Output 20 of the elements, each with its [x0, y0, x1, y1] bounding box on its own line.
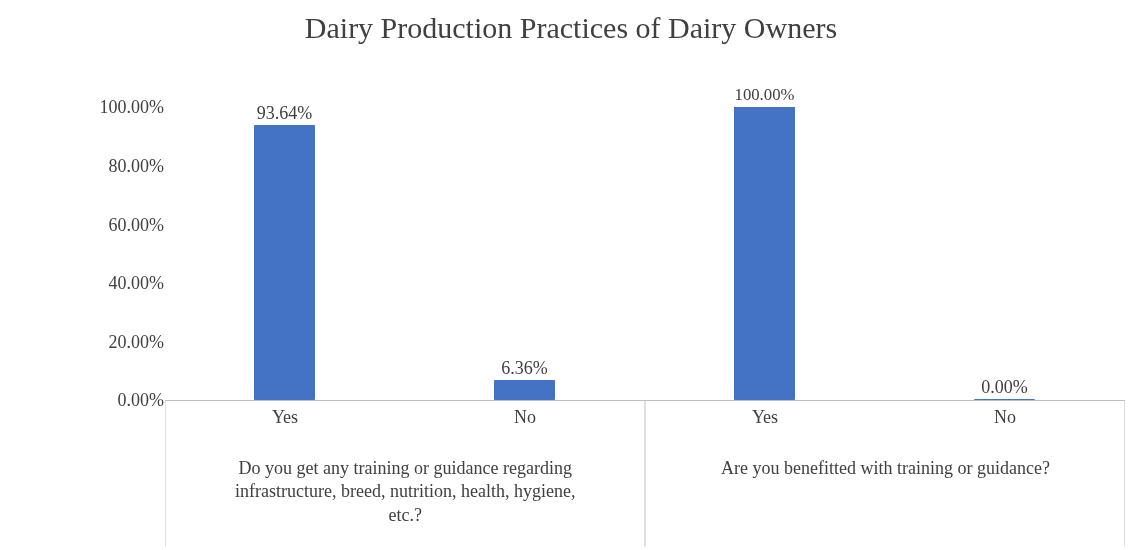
- y-tick-label: 20.00%: [108, 331, 164, 352]
- y-tick-label: 100.00%: [99, 97, 164, 118]
- bar: [494, 380, 555, 400]
- y-tick-label: 0.00%: [117, 390, 164, 411]
- bar: [254, 125, 315, 400]
- x-tick-label: Yes: [271, 406, 299, 427]
- data-label: 0.00%: [981, 376, 1028, 397]
- chart-title: Dairy Production Practices of Dairy Owners: [304, 10, 838, 44]
- bar: [734, 107, 795, 400]
- data-label: 100.00%: [734, 84, 795, 104]
- data-label: 93.64%: [256, 102, 313, 123]
- x-tick-label: Yes: [751, 406, 779, 427]
- y-tick-label: 40.00%: [108, 273, 164, 294]
- text: Are you benefitted with training or guidance?: [721, 458, 1050, 478]
- text: Do you get any training or guidance regarding infrastructure, breed, nutrition, health, hygiene, etc.?: [235, 458, 576, 525]
- x-tick-label: No: [514, 406, 536, 427]
- y-tick-label: 60.00%: [108, 214, 164, 235]
- x-tick-label: No: [994, 406, 1016, 427]
- data-label: 6.36%: [501, 357, 548, 378]
- y-tick-label: 80.00%: [108, 155, 164, 176]
